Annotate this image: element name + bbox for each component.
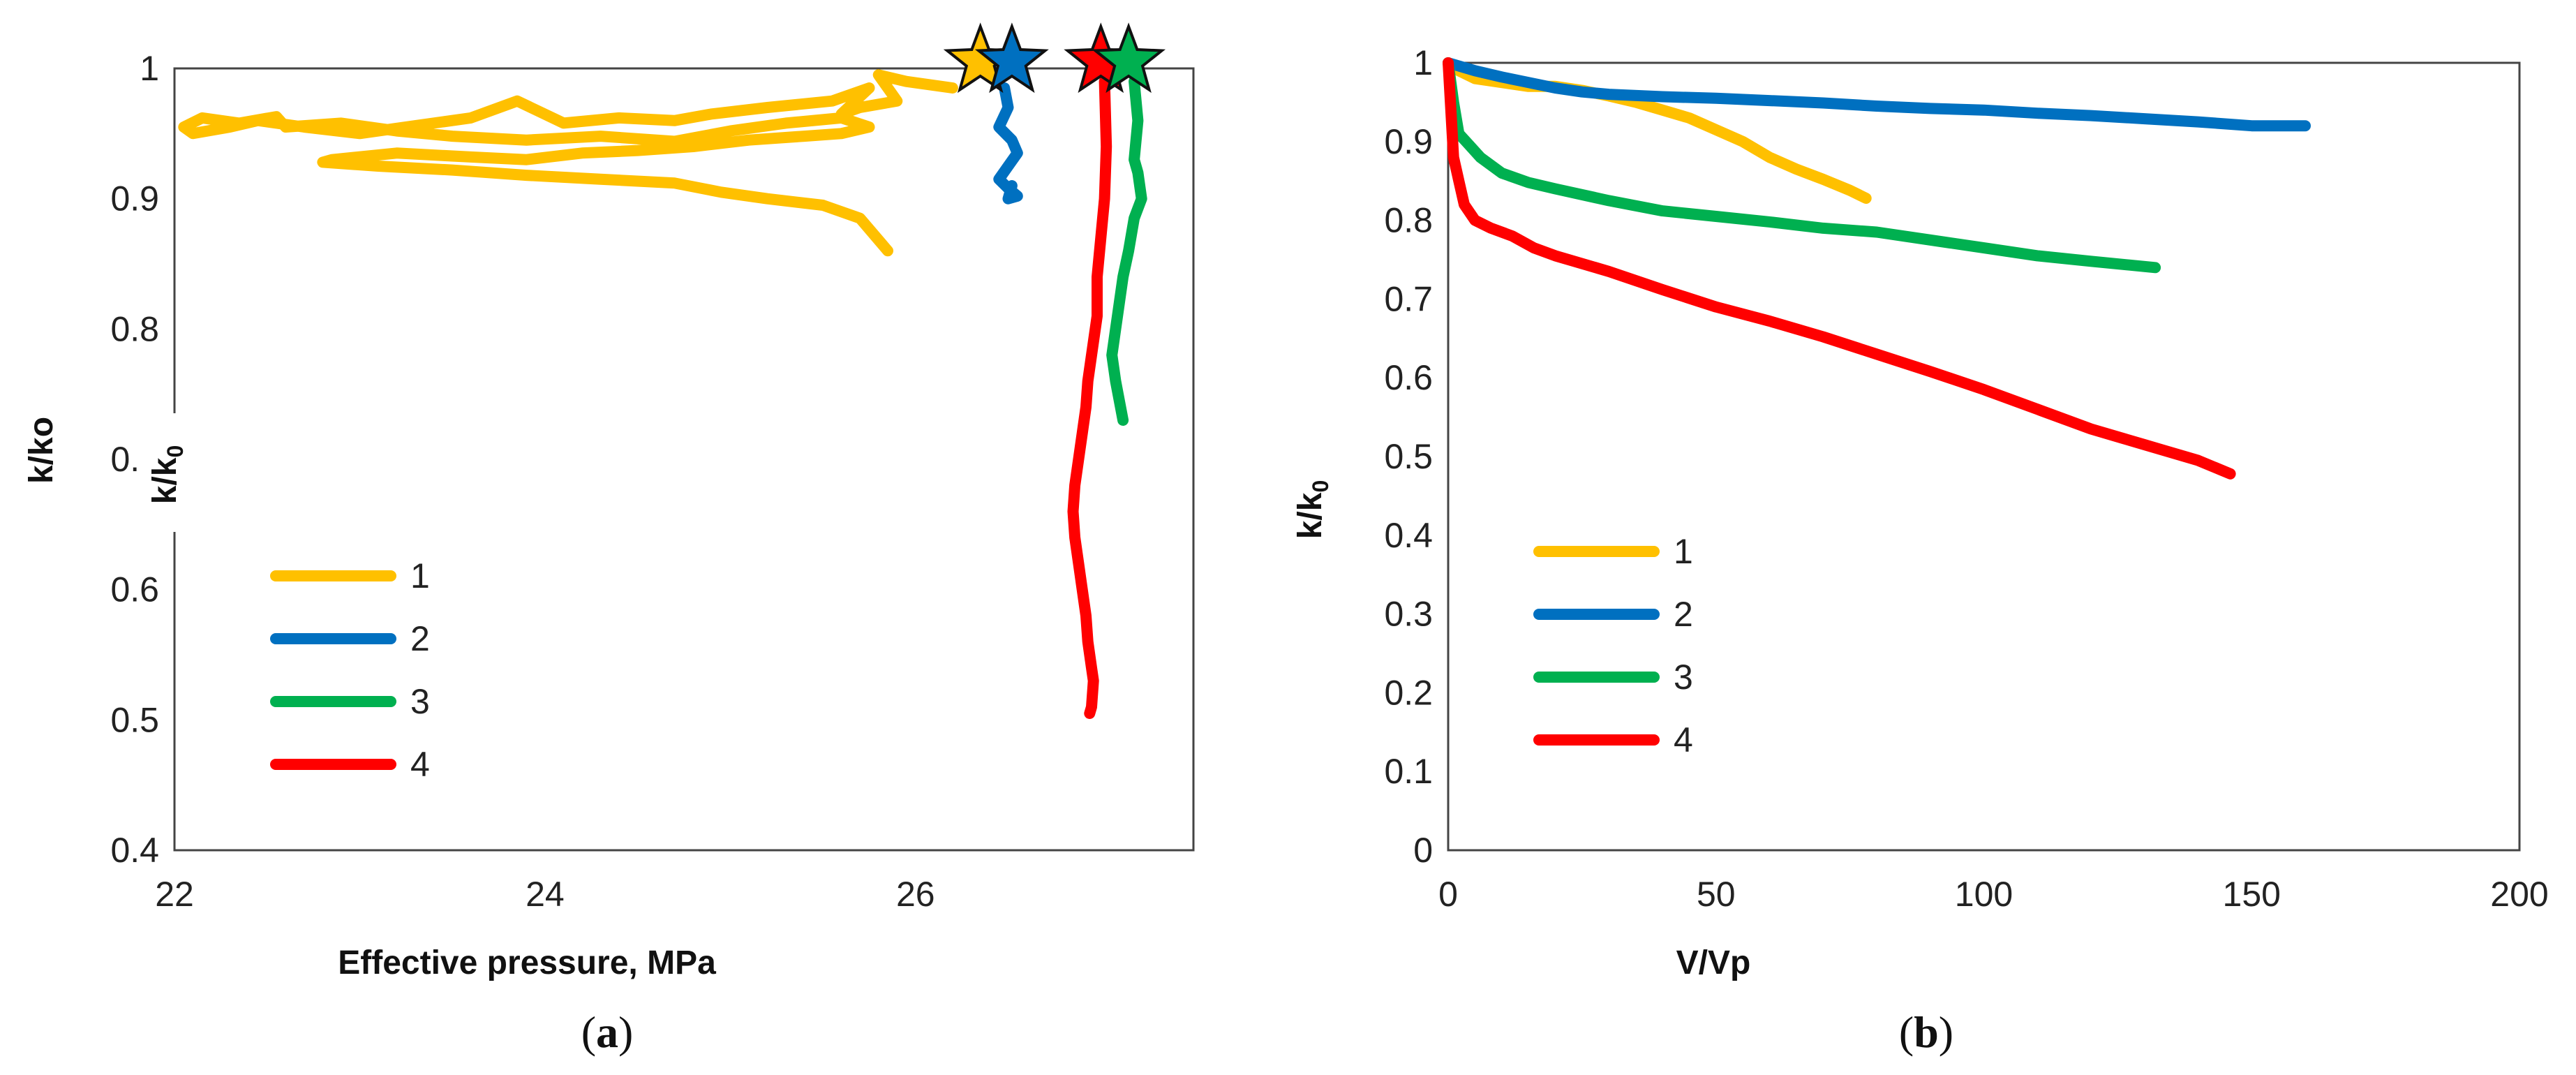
x-tick-labels-b: 0 50 100 150 200 bbox=[1438, 875, 2549, 914]
y-tick-label: 0.8 bbox=[110, 309, 159, 348]
y-axis-title-overlay-a: k/k0 bbox=[147, 445, 188, 505]
legend-label-4: 4 bbox=[410, 745, 430, 784]
series-lines-b bbox=[1443, 57, 2311, 480]
y-tick-label: 0.4 bbox=[110, 831, 159, 870]
caption-a: (a) bbox=[581, 1007, 634, 1057]
star-2-marker bbox=[974, 22, 1049, 94]
y-tick-label: 0.9 bbox=[110, 179, 159, 218]
series-lines-a bbox=[178, 69, 1147, 719]
y-tick-labels-a: 0.40.50.60.70.80.91 bbox=[110, 49, 159, 870]
y-tick-label: 0 bbox=[1413, 831, 1433, 870]
y-tick-label: 0.9 bbox=[1384, 122, 1433, 161]
legend-label-4: 4 bbox=[1674, 720, 1693, 759]
y-axis-title-b: k/k0 bbox=[1292, 480, 1333, 540]
x-tick-label: 22 bbox=[155, 875, 194, 914]
star-markers-a bbox=[943, 22, 1166, 94]
ylabel-overlay-mask-a bbox=[140, 413, 188, 532]
x-tick-label: 200 bbox=[2490, 875, 2548, 914]
series-line-4 bbox=[1443, 57, 2236, 480]
y-tick-label: 0.4 bbox=[1384, 516, 1433, 555]
y-tick-label: 0.5 bbox=[1384, 437, 1433, 476]
legend-label-2: 2 bbox=[1674, 595, 1693, 634]
legend-label-3: 3 bbox=[1674, 658, 1693, 697]
x-tick-label: 50 bbox=[1697, 875, 1736, 914]
series-line-3 bbox=[1443, 57, 2161, 274]
y-tick-label: 0.2 bbox=[1384, 673, 1433, 712]
y-tick-label: 0.1 bbox=[1384, 752, 1433, 791]
series-line-2 bbox=[1443, 57, 2311, 132]
y-tick-label: 0.6 bbox=[1384, 358, 1433, 397]
series-line-2 bbox=[993, 82, 1023, 205]
caption-b: (b) bbox=[1899, 1007, 1953, 1057]
y-tick-label: 1 bbox=[1413, 43, 1433, 82]
y-tick-label: 0.7 bbox=[1384, 279, 1433, 318]
x-tick-labels-a: 22 24 26 bbox=[155, 875, 935, 914]
x-tick-label: 100 bbox=[1955, 875, 2013, 914]
x-tick-label: 24 bbox=[526, 875, 565, 914]
x-axis-title-b: V/Vp bbox=[1676, 944, 1751, 981]
legend-label-1: 1 bbox=[410, 556, 430, 595]
legend-b: 1 2 3 4 bbox=[1533, 532, 1693, 759]
series-line-1 bbox=[178, 69, 958, 257]
legend-a: 1 2 3 4 bbox=[270, 556, 430, 784]
y-axis-title-a: k/ko bbox=[23, 417, 60, 484]
star-3-marker bbox=[1092, 22, 1166, 94]
series-line-3 bbox=[1106, 75, 1147, 426]
y-tick-label: 0.5 bbox=[110, 700, 159, 739]
chart-panel-b: 0 0.1 0.2 0.3 0.4 0.5 0.6 0.7 0.8 0.9 1 0 50 100 150 2… bbox=[1292, 43, 2549, 1057]
y-tick-label: 0.8 bbox=[1384, 201, 1433, 240]
y-tick-label: 1 bbox=[140, 49, 159, 88]
series-line-4 bbox=[1067, 75, 1112, 719]
plot-frame-b bbox=[1447, 61, 2521, 852]
y-tick-labels-b: 0 0.1 0.2 0.3 0.4 0.5 0.6 0.7 0.8 0.9 1 bbox=[1384, 43, 1433, 870]
legend-label-2: 2 bbox=[410, 619, 430, 658]
x-tick-label: 26 bbox=[896, 875, 935, 914]
y-tick-label: 0.3 bbox=[1384, 595, 1433, 634]
x-tick-label: 0 bbox=[1438, 875, 1458, 914]
y-tick-label: 0.6 bbox=[110, 570, 159, 609]
series-line-1 bbox=[1443, 57, 1872, 204]
x-tick-label: 150 bbox=[2223, 875, 2281, 914]
x-axis-title-a: Effective pressure, MPa bbox=[338, 944, 716, 981]
legend-label-1: 1 bbox=[1674, 532, 1693, 571]
legend-label-3: 3 bbox=[410, 682, 430, 721]
